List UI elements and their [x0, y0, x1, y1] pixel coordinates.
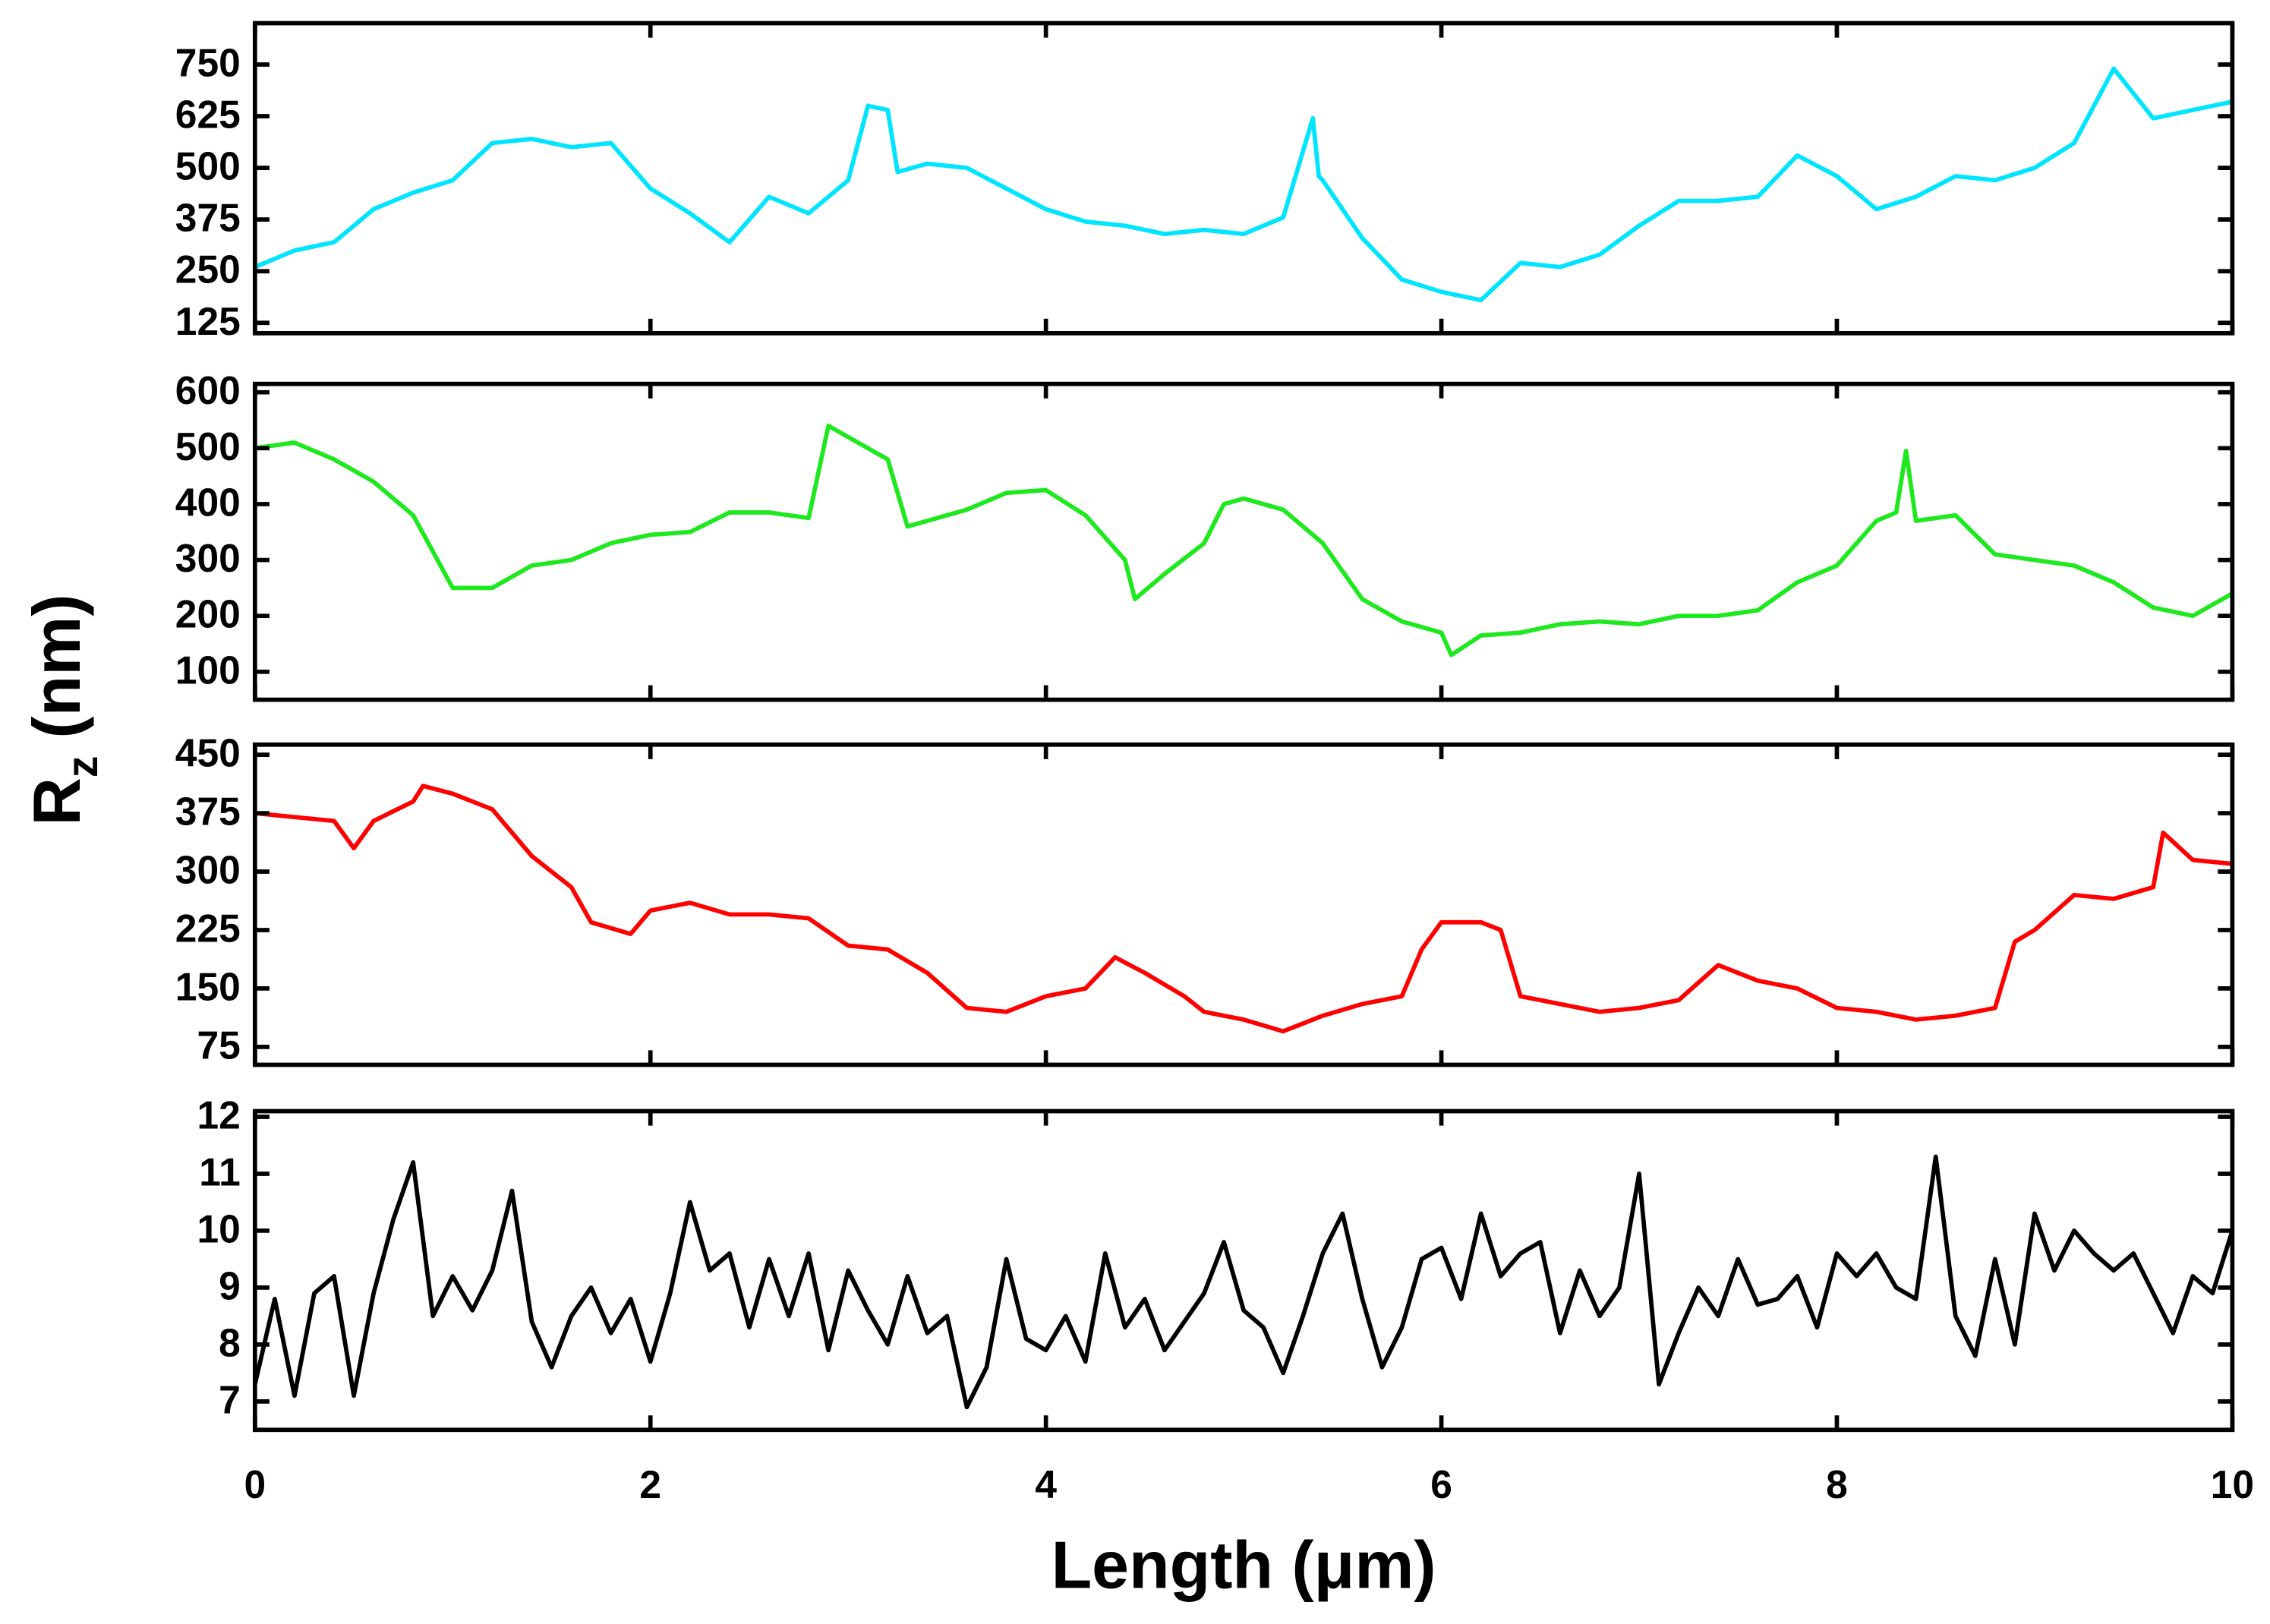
y-tick-label: 75 — [197, 1023, 240, 1067]
plot-frame — [252, 20, 2235, 336]
y-tick-label: 7 — [219, 1377, 241, 1421]
y-tick-label: 400 — [175, 480, 241, 524]
plot-frame — [252, 1108, 2235, 1433]
y-label-unit: (nm) — [20, 594, 94, 738]
y-tick-label: 600 — [175, 368, 241, 412]
x-tick-label: 8 — [1826, 1462, 1848, 1506]
y-tick-label: 9 — [219, 1263, 241, 1307]
y-tick-label: 500 — [175, 424, 241, 468]
y-tick-label: 12 — [197, 1093, 240, 1137]
x-tick-label: 2 — [639, 1462, 661, 1506]
y-tick-label: 10 — [197, 1206, 240, 1250]
x-tick-label: 10 — [2211, 1462, 2254, 1506]
data-line — [254, 424, 2234, 657]
y-tick-label: 11 — [199, 1149, 240, 1194]
y-axis-label: Rz (nm) — [20, 594, 107, 825]
y-tick-label: 375 — [175, 196, 241, 240]
y-tick-label: 750 — [175, 40, 241, 84]
plot-frame — [252, 381, 2235, 702]
y-tick-label: 225 — [175, 906, 241, 950]
x-tick-label: 6 — [1430, 1462, 1452, 1506]
y-tick-label: 300 — [175, 848, 241, 892]
data-line — [253, 1154, 2235, 1410]
y-tick-label: 8 — [219, 1320, 241, 1364]
data-line — [254, 784, 2233, 1034]
y-tick-label: 250 — [175, 248, 241, 292]
y-tick-label: 200 — [175, 592, 241, 636]
x-axis-label: Length (μm) — [1051, 1528, 1436, 1602]
y-tick-label: 125 — [175, 299, 241, 343]
x-tick-label: 4 — [1035, 1462, 1057, 1506]
y-label-symbol: R — [20, 777, 94, 825]
y-tick-label: 450 — [175, 731, 241, 775]
y-tick-label: 375 — [175, 790, 241, 834]
y-tick-label: 300 — [175, 536, 241, 580]
y-tick-label: 100 — [175, 648, 241, 692]
y-label-subscript: z — [58, 755, 107, 777]
y-tick-label: 500 — [175, 144, 241, 188]
y-tick-label: 150 — [175, 964, 241, 1008]
data-line — [254, 66, 2233, 303]
plot-frame — [252, 742, 2235, 1067]
y-tick-label: 625 — [175, 93, 241, 137]
x-tick-label: 0 — [244, 1462, 266, 1506]
